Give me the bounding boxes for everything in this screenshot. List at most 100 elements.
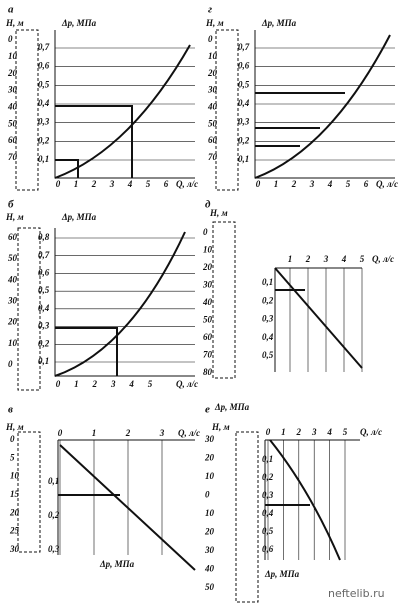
depth-tick: 30 <box>7 85 18 95</box>
pressure-tick: 0,1 <box>262 277 273 287</box>
pressure-tick: 0,2 <box>48 510 60 520</box>
pressure-tick: 0,1 <box>38 154 49 164</box>
depth-tick: 15 <box>10 489 20 499</box>
depth-tick: 30 <box>204 434 215 444</box>
pressure-tick: 0,5 <box>38 285 50 295</box>
pressure-tick: 0,1 <box>38 356 49 366</box>
flow-tick: 1 <box>281 427 286 437</box>
pressure-tick: 0,5 <box>38 79 50 89</box>
depth-tick: 5 <box>10 452 15 462</box>
depth-tick: 70 <box>203 350 213 360</box>
reading-lines <box>255 92 345 147</box>
depth-tick: 0 <box>208 34 213 44</box>
curve <box>274 267 363 369</box>
depth-tick: 20 <box>204 527 215 537</box>
panel-letter: в <box>8 404 13 416</box>
depth-tick: 20 <box>9 507 20 517</box>
curve <box>254 34 391 179</box>
panel-letter: г <box>208 4 212 16</box>
depth-tick: 50 <box>8 253 18 263</box>
depth-tick: 30 <box>202 280 213 290</box>
depth-tick: 60 <box>8 232 18 242</box>
depth-tick: 10 <box>8 338 18 348</box>
depth-tick: 10 <box>8 51 18 61</box>
flow-tick: 0 <box>266 427 271 437</box>
flow-tick: 1 <box>288 254 293 264</box>
pressure-tick: 0,4 <box>38 98 50 108</box>
pressure-tick: 0,7 <box>238 42 250 52</box>
pressure-tick: 0,1 <box>262 454 273 464</box>
flow-tick: 5 <box>343 427 348 437</box>
pressure-label: Δр, МПа <box>99 559 135 569</box>
depth-tick: 20 <box>207 68 218 78</box>
depth-label: Н, м <box>209 208 228 218</box>
depth-tick: 10 <box>10 471 20 481</box>
depth-tick: 50 <box>203 315 213 325</box>
flow-tick: 4 <box>341 254 347 264</box>
depth-label: Н, м <box>5 422 24 432</box>
depth-label: Н, м <box>5 18 24 28</box>
depth-tick: 50 <box>205 582 215 592</box>
flow-tick: 3 <box>311 427 317 437</box>
flow-tick: 3 <box>110 379 116 389</box>
panel-letter: а <box>8 4 14 16</box>
flow-label: Q, л/с <box>360 427 382 437</box>
flow-tick: 4 <box>326 427 332 437</box>
flow-tick: 3 <box>309 179 315 189</box>
pressure-tick: 0,7 <box>38 42 50 52</box>
pressure-tick: 0,5 <box>238 79 250 89</box>
pressure-tick: 0,6 <box>38 61 50 71</box>
depth-label: Н, м <box>5 212 24 222</box>
curve <box>54 231 186 377</box>
depth-tick: 10 <box>203 245 213 255</box>
flow-label: Q, л/с <box>176 179 198 189</box>
flow-tick: 2 <box>296 427 302 437</box>
flow-tick: 2 <box>92 379 98 389</box>
depth-tick: 60 <box>8 135 18 145</box>
pressure-tick: 0,1 <box>238 154 249 164</box>
depth-tick: 40 <box>204 564 215 574</box>
pressure-tick: 0,3 <box>262 314 274 324</box>
flow-tick: 2 <box>291 179 297 189</box>
watermark: neftelib.ru <box>328 587 385 600</box>
curve <box>269 439 341 561</box>
pressure-tick: 0,3 <box>38 321 50 331</box>
depth-label: Н, м <box>205 18 224 28</box>
pressure-tick: 0,3 <box>238 117 250 127</box>
depth-tick: 60 <box>203 332 213 342</box>
panel-letter: б <box>8 199 14 211</box>
depth-tick: 50 <box>8 118 18 128</box>
flow-tick: 2 <box>125 428 131 438</box>
depth-tick: 10 <box>205 508 215 518</box>
flow-tick: 3 <box>323 254 329 264</box>
depth-tick: 0 <box>8 34 13 44</box>
depth-tick: 0 <box>8 359 13 369</box>
depth-tick: 40 <box>207 101 218 111</box>
depth-tick: 80 <box>203 367 213 377</box>
pressure-tick: 0,4 <box>38 303 50 313</box>
flow-label: Q, л/с <box>176 379 198 389</box>
depth-tick: 20 <box>202 262 213 272</box>
well-column <box>17 227 41 391</box>
flow-tick: 1 <box>74 379 79 389</box>
well-column <box>15 29 39 191</box>
flow-tick: 0 <box>256 179 261 189</box>
flow-tick: 4 <box>327 179 333 189</box>
flow-tick: 5 <box>146 179 151 189</box>
depth-tick: 40 <box>7 274 18 284</box>
well-column <box>235 431 259 603</box>
flow-tick: 6 <box>164 179 169 189</box>
flow-tick: 0 <box>56 179 61 189</box>
flow-tick: 4 <box>128 379 134 389</box>
flow-label: Q, л/с <box>372 254 394 264</box>
depth-tick: 30 <box>207 85 218 95</box>
pressure-tick: 0,2 <box>38 338 50 348</box>
panel-letter: д <box>205 199 211 211</box>
pressure-tick: 0,6 <box>38 267 50 277</box>
flow-tick: 5 <box>360 254 365 264</box>
well-column <box>215 29 239 191</box>
pressure-tick: 0,4 <box>238 98 250 108</box>
flow-tick: 1 <box>274 179 279 189</box>
flow-tick: 5 <box>346 179 351 189</box>
